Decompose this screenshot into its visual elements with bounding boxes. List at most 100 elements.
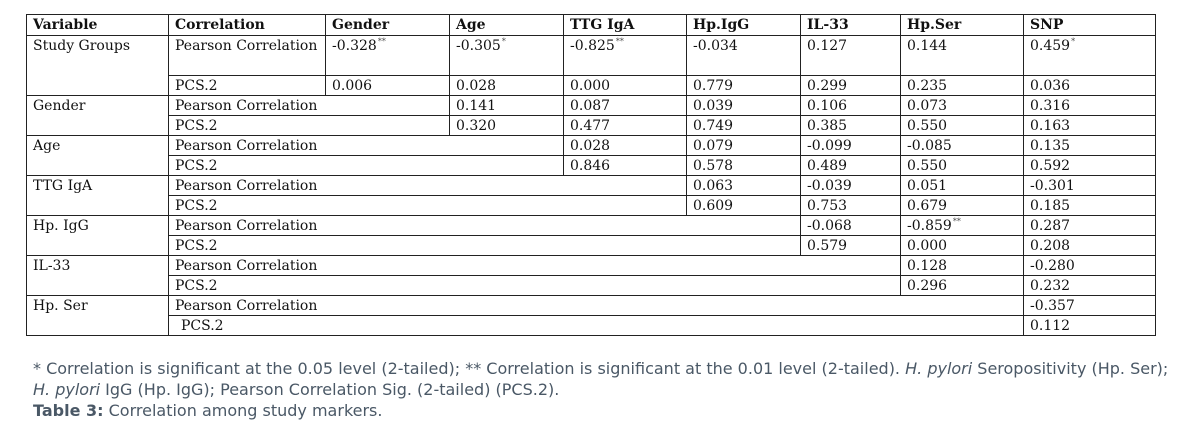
table-row: PCS.2 0.006 0.028 0.000 0.779 0.299 0.23… xyxy=(27,75,1156,96)
table-cell: -0.280 xyxy=(1023,255,1156,276)
table-row: IL-33 Pearson Correlation 0.128 -0.280 xyxy=(26,255,1156,296)
header-hp-igg: Hp.IgG xyxy=(686,14,801,36)
table-cell: 0.036 xyxy=(1023,75,1156,96)
pearson-label: Pearson Correlation xyxy=(168,175,687,196)
header-row: Variable Correlation Gender Age TTG IgA … xyxy=(26,14,1156,36)
table-cell: 0.779 xyxy=(686,75,801,96)
table-cell: 0.163 xyxy=(1023,115,1156,136)
table-cell: 0.185 xyxy=(1023,195,1156,216)
table-cell: 0.578 xyxy=(686,155,801,176)
header-ttg-iga: TTG IgA xyxy=(563,14,687,36)
table-cell: 0.073 xyxy=(900,95,1024,116)
table-cell: -0.328** xyxy=(325,35,450,76)
table-row: PCS.2 0.296 0.232 xyxy=(27,275,1156,296)
pcs-label: PCS.2 xyxy=(168,315,1024,336)
table-cell: 0.028 xyxy=(563,135,687,156)
row-label-age: Age xyxy=(26,135,169,176)
table-cell: 0.550 xyxy=(900,115,1024,136)
table-cell: 0.489 xyxy=(800,155,901,176)
table-cell: 0.000 xyxy=(563,75,687,96)
table-cell: -0.305* xyxy=(449,35,564,76)
correlation-table: Variable Correlation Gender Age TTG IgA … xyxy=(26,14,1156,336)
table-cell: 0.127 xyxy=(800,35,901,76)
table-cell: 0.039 xyxy=(686,95,801,116)
table-notes: * Correlation is significant at the 0.05… xyxy=(33,358,1173,421)
table-row: PCS.2 0.579 0.000 0.208 xyxy=(27,235,1156,256)
correlation-table-container: Variable Correlation Gender Age TTG IgA … xyxy=(26,14,1156,336)
table-cell: 0.459* xyxy=(1023,35,1156,76)
pcs-label: PCS.2 xyxy=(168,275,901,296)
table-cell: -0.039 xyxy=(800,175,901,196)
row-label-ttg-iga: TTG IgA xyxy=(26,175,169,216)
table-cell: 0.028 xyxy=(449,75,564,96)
table-cell: 0.235 xyxy=(900,75,1024,96)
table-cell: 0.208 xyxy=(1023,235,1156,256)
table-cell: 0.063 xyxy=(686,175,801,196)
row-label-study-groups: Study Groups xyxy=(26,35,169,96)
pearson-label: Pearson Correlation xyxy=(168,35,326,76)
header-il33: IL-33 xyxy=(800,14,901,36)
species-name: H. pylori xyxy=(905,359,973,378)
table-row: PCS.2 0.846 0.578 0.489 0.550 0.592 xyxy=(27,155,1156,176)
pearson-label: Pearson Correlation xyxy=(168,135,564,156)
table-cell: 0.128 xyxy=(900,255,1024,276)
table-row: Gender Pearson Correlation 0.141 0.087 0… xyxy=(26,95,1156,136)
table-cell: -0.085 xyxy=(900,135,1024,156)
header-correlation: Correlation xyxy=(168,14,326,36)
table-row: TTG IgA Pearson Correlation 0.063 -0.039… xyxy=(26,175,1156,216)
table-cell: 0.051 xyxy=(900,175,1024,196)
row-label-hp-ser: Hp. Ser xyxy=(26,295,169,336)
table-cell: 0.550 xyxy=(900,155,1024,176)
row-label-hp-igg: Hp. IgG xyxy=(26,215,169,256)
table-cell: 0.753 xyxy=(800,195,901,216)
pcs-label: PCS.2 xyxy=(168,115,450,136)
pearson-label: Pearson Correlation xyxy=(168,95,450,116)
table-cell: 0.079 xyxy=(686,135,801,156)
header-age: Age xyxy=(449,14,564,36)
pcs-label: PCS.2 xyxy=(168,155,564,176)
table-cell: 0.609 xyxy=(686,195,801,216)
caption-label: Table 3: xyxy=(33,401,104,420)
header-hp-ser: Hp.Ser xyxy=(900,14,1024,36)
table-cell: 0.006 xyxy=(325,75,450,96)
pcs-label: PCS.2 xyxy=(168,235,801,256)
table-cell: 0.144 xyxy=(900,35,1024,76)
table-cell: 0.299 xyxy=(800,75,901,96)
table-caption: Table 3: Correlation among study markers… xyxy=(33,400,1173,421)
table-cell: -0.068 xyxy=(800,215,901,236)
table-row: Age Pearson Correlation 0.028 0.079 -0.0… xyxy=(26,135,1156,176)
table-cell: 0.296 xyxy=(900,275,1024,296)
header-gender: Gender xyxy=(325,14,450,36)
species-name: H. pylori xyxy=(33,380,101,399)
table-cell: 0.287 xyxy=(1023,215,1156,236)
table-cell: -0.034 xyxy=(686,35,801,76)
table-row: Hp. IgG Pearson Correlation -0.068 -0.85… xyxy=(26,215,1156,256)
table-row: Study Groups Pearson Correlation -0.328*… xyxy=(26,35,1156,96)
table-cell: 0.141 xyxy=(449,95,564,116)
header-snp: SNP xyxy=(1023,14,1156,36)
footnote: * Correlation is significant at the 0.05… xyxy=(33,359,1169,399)
table-row: PCS.2 0.609 0.753 0.679 0.185 xyxy=(27,195,1156,216)
table-row: PCS.2 0.112 xyxy=(27,315,1156,336)
table-cell: 0.477 xyxy=(563,115,687,136)
header-variable: Variable xyxy=(26,14,169,36)
table-cell: 0.106 xyxy=(800,95,901,116)
table-cell: -0.825** xyxy=(563,35,687,76)
table-cell: -0.301 xyxy=(1023,175,1156,196)
pearson-label: Pearson Correlation xyxy=(168,295,1024,316)
table-cell: 0.135 xyxy=(1023,135,1156,156)
table-cell: -0.357 xyxy=(1023,295,1156,316)
table-cell: 0.579 xyxy=(800,235,901,256)
table-cell: 0.385 xyxy=(800,115,901,136)
table-cell: -0.859** xyxy=(900,215,1024,236)
pearson-label: Pearson Correlation xyxy=(168,215,801,236)
table-row: PCS.2 0.320 0.477 0.749 0.385 0.550 0.16… xyxy=(27,115,1156,136)
row-label-il33: IL-33 xyxy=(26,255,169,296)
table-cell: 0.087 xyxy=(563,95,687,116)
pcs-label: PCS.2 xyxy=(168,195,687,216)
table-cell: 0.112 xyxy=(1023,315,1156,336)
pearson-label: Pearson Correlation xyxy=(168,255,901,276)
table-cell: 0.846 xyxy=(563,155,687,176)
table-cell: 0.749 xyxy=(686,115,801,136)
table-cell: 0.679 xyxy=(900,195,1024,216)
